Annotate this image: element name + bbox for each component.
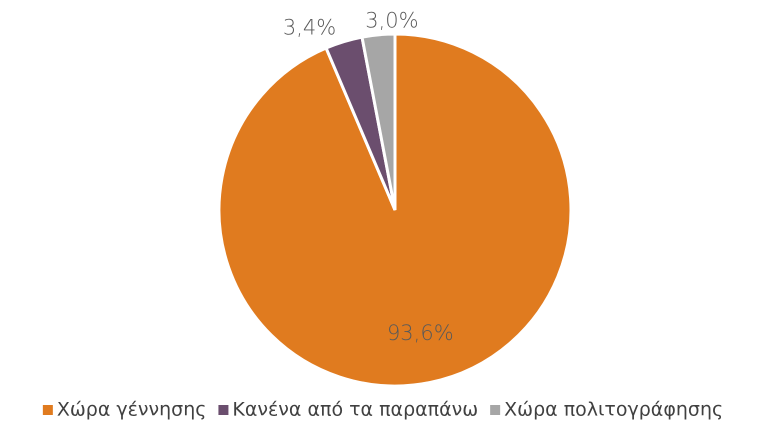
data-label: 3,4%	[283, 16, 336, 40]
legend: Χώρα γέννησης Κανένα από τα παραπάνω Χώρα …	[42, 399, 723, 421]
legend-swatch	[218, 405, 229, 415]
legend-label: Κανένα από τα παραπάνω	[232, 399, 478, 421]
legend-label: Χώρα γέννησης	[57, 399, 207, 421]
pie-slice	[360, 32, 397, 211]
legend-label: Χώρα πολιτογράφησης	[504, 399, 723, 421]
legend-swatch	[490, 405, 501, 415]
data-label: 93,6%	[387, 321, 454, 345]
legend-swatch	[42, 405, 53, 415]
data-label: 3,0%	[365, 9, 418, 33]
